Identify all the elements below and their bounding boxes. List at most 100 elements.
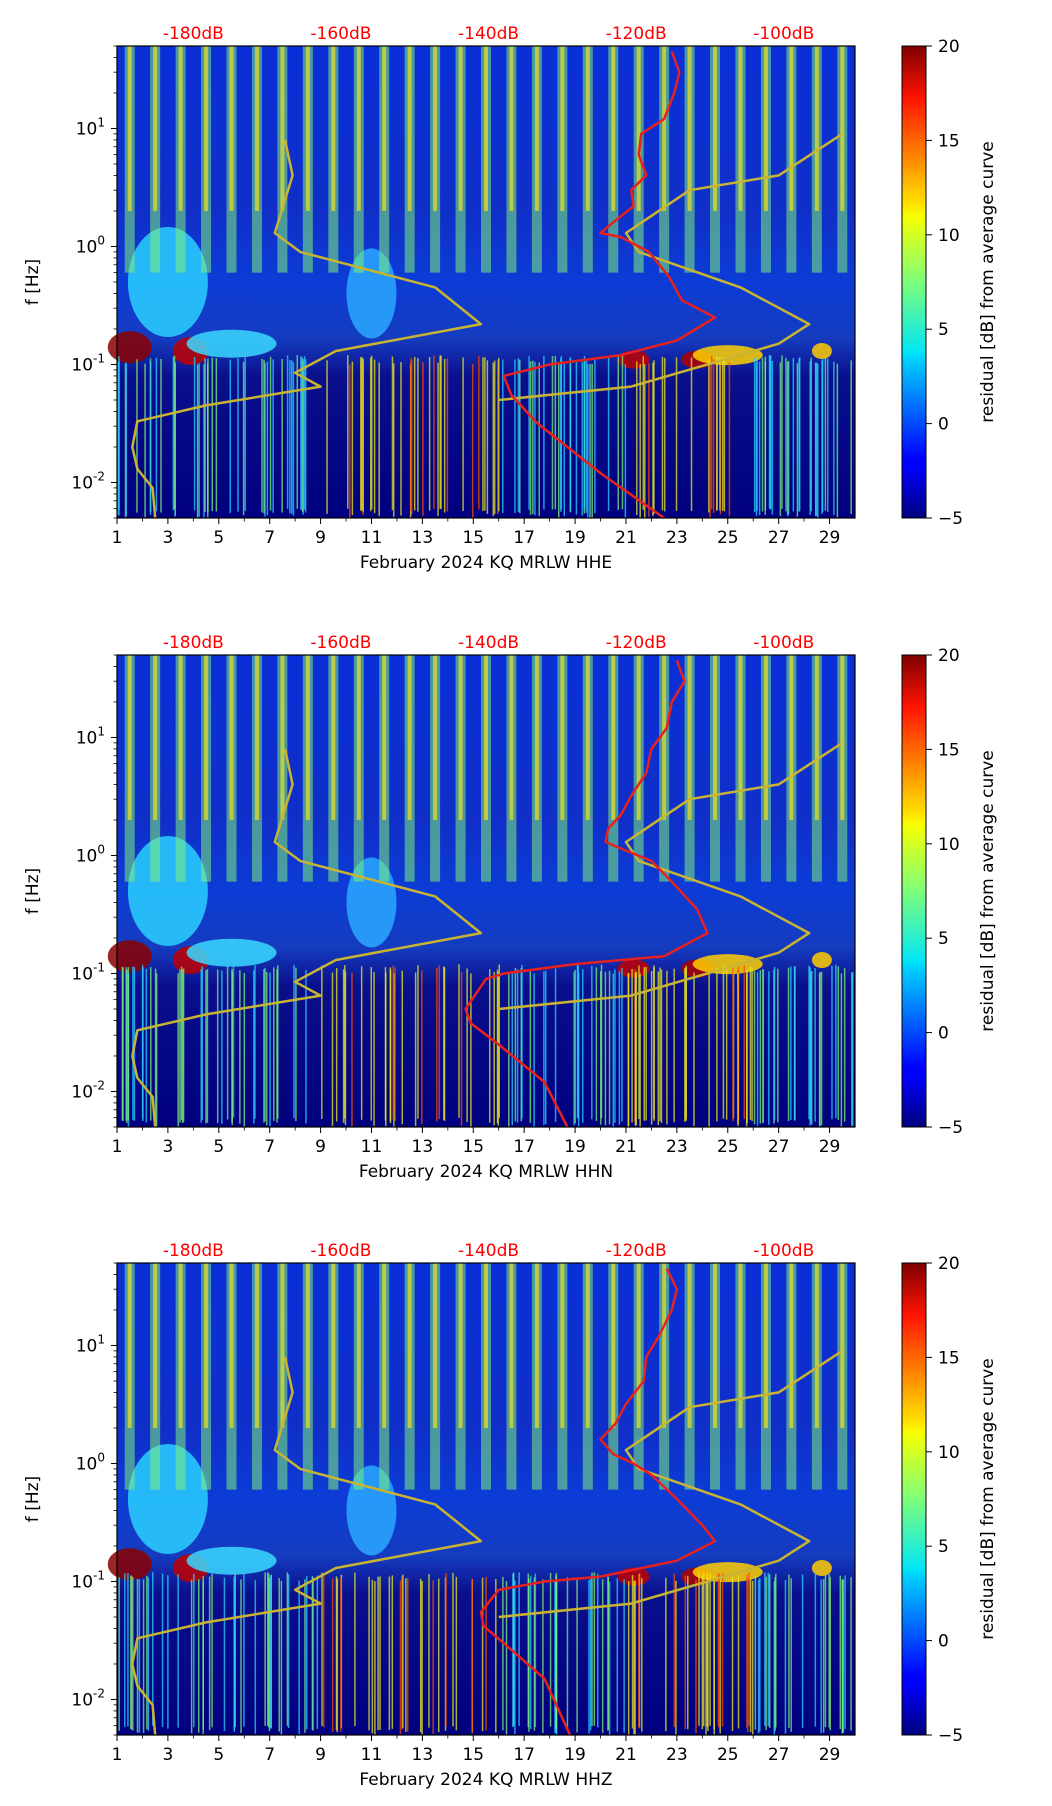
transient-stripe bbox=[406, 1577, 409, 1732]
transient-stripe bbox=[208, 1576, 211, 1731]
transient-stripe bbox=[276, 969, 278, 1123]
transient-stripe bbox=[452, 1572, 454, 1727]
x-tick-label: 1 bbox=[112, 1745, 123, 1765]
transient-stripe bbox=[527, 1573, 530, 1728]
transient-stripe bbox=[675, 1580, 677, 1735]
transient-stripe bbox=[529, 1575, 532, 1730]
db-scale-label: -140dB bbox=[458, 24, 519, 44]
x-tick-label: 29 bbox=[819, 1137, 841, 1157]
colorbar-tick-label: 10 bbox=[938, 1443, 960, 1463]
transient-stripe bbox=[254, 1580, 257, 1734]
colorbar bbox=[901, 45, 927, 519]
transient-stripe bbox=[665, 1577, 667, 1732]
daily-band-core bbox=[356, 1263, 361, 1428]
transient-stripe bbox=[790, 1578, 792, 1732]
transient-stripe bbox=[349, 364, 351, 518]
y-tick-label: 101 bbox=[76, 724, 105, 748]
daily-band-core bbox=[763, 1263, 768, 1428]
transient-stripe bbox=[232, 964, 235, 1118]
daily-band-core bbox=[840, 46, 845, 211]
x-tick-label: 15 bbox=[462, 1745, 484, 1765]
transient-stripe bbox=[445, 1573, 447, 1727]
x-tick-label: 5 bbox=[213, 528, 224, 548]
transient-stripe bbox=[575, 361, 578, 515]
transient-stripe bbox=[505, 1581, 508, 1735]
transient-stripe bbox=[130, 1575, 132, 1729]
transient-stripe bbox=[589, 1576, 592, 1731]
transient-stripe bbox=[316, 1575, 319, 1729]
colorbar bbox=[901, 1262, 927, 1736]
transient-stripe bbox=[201, 966, 204, 1120]
x-tick-label: 21 bbox=[615, 528, 637, 548]
transient-stripe bbox=[436, 967, 438, 1122]
series-line-station-PSD bbox=[479, 1267, 717, 1736]
transient-stripe bbox=[607, 357, 610, 512]
transient-stripe bbox=[197, 1579, 200, 1733]
transient-stripe bbox=[824, 357, 827, 511]
transient-stripe bbox=[193, 356, 196, 511]
spectral-feature bbox=[186, 1546, 277, 1575]
transient-stripe bbox=[534, 361, 536, 516]
transient-stripe bbox=[421, 1581, 423, 1735]
daily-band-core bbox=[433, 46, 438, 211]
transient-stripe bbox=[595, 967, 598, 1121]
transient-stripe bbox=[368, 1576, 370, 1731]
transient-stripe bbox=[304, 1579, 306, 1733]
transient-stripe bbox=[229, 359, 231, 514]
daily-band-core bbox=[127, 655, 132, 820]
colorbar-tick-label: −5 bbox=[938, 1118, 963, 1138]
y-axis-label: f [Hz] bbox=[23, 868, 43, 914]
daily-band-core bbox=[611, 1263, 616, 1428]
daily-band-core bbox=[611, 655, 616, 820]
transient-stripe bbox=[757, 1579, 760, 1734]
transient-stripe bbox=[173, 355, 176, 510]
transient-stripe bbox=[594, 359, 596, 514]
transient-stripe bbox=[121, 966, 124, 1121]
transient-stripe bbox=[205, 969, 207, 1124]
transient-stripe bbox=[713, 1581, 715, 1735]
transient-stripe bbox=[384, 967, 387, 1121]
transient-stripe bbox=[608, 1581, 611, 1735]
transient-stripe bbox=[641, 1578, 643, 1732]
transient-stripe bbox=[127, 967, 130, 1121]
transient-stripe bbox=[410, 357, 412, 512]
transient-stripe bbox=[653, 360, 655, 514]
daily-band-core bbox=[204, 46, 209, 211]
transient-stripe bbox=[599, 971, 602, 1125]
transient-stripe bbox=[512, 1572, 515, 1727]
transient-stripe bbox=[601, 1579, 604, 1733]
transient-stripe bbox=[446, 358, 449, 512]
transient-stripe bbox=[706, 1573, 708, 1727]
transient-stripe bbox=[627, 1581, 630, 1735]
colorbar-label: residual [dB] from average curve bbox=[978, 141, 998, 422]
transient-stripe bbox=[370, 355, 373, 510]
colorbar-tick-label: 0 bbox=[938, 1024, 949, 1044]
transient-stripe bbox=[203, 364, 205, 518]
transient-stripe bbox=[277, 965, 279, 1119]
colorbar-tick-label: 10 bbox=[938, 835, 960, 855]
daily-band-core bbox=[331, 1263, 336, 1428]
transient-stripe bbox=[136, 1579, 139, 1733]
transient-stripe bbox=[631, 1575, 634, 1729]
transient-stripe bbox=[687, 1575, 689, 1730]
transient-stripe bbox=[831, 965, 833, 1120]
x-tick-label: 29 bbox=[819, 528, 841, 548]
transient-stripe bbox=[666, 970, 668, 1125]
transient-stripe bbox=[817, 363, 819, 518]
daily-band-core bbox=[713, 1263, 718, 1428]
transient-stripe bbox=[399, 1580, 402, 1734]
transient-stripe bbox=[172, 356, 175, 511]
transient-stripe bbox=[551, 356, 554, 510]
transient-stripe bbox=[161, 1573, 164, 1728]
spectral-feature bbox=[127, 227, 208, 337]
transient-stripe bbox=[554, 1579, 556, 1734]
daily-band-core bbox=[789, 655, 794, 820]
transient-stripe bbox=[612, 973, 615, 1127]
transient-stripe bbox=[392, 363, 395, 517]
daily-band-core bbox=[254, 655, 259, 820]
transient-stripe bbox=[269, 356, 272, 511]
transient-stripe bbox=[819, 972, 821, 1126]
x-tick-label: 25 bbox=[717, 1745, 739, 1765]
daily-band-core bbox=[662, 655, 667, 820]
transient-stripe bbox=[300, 356, 303, 511]
